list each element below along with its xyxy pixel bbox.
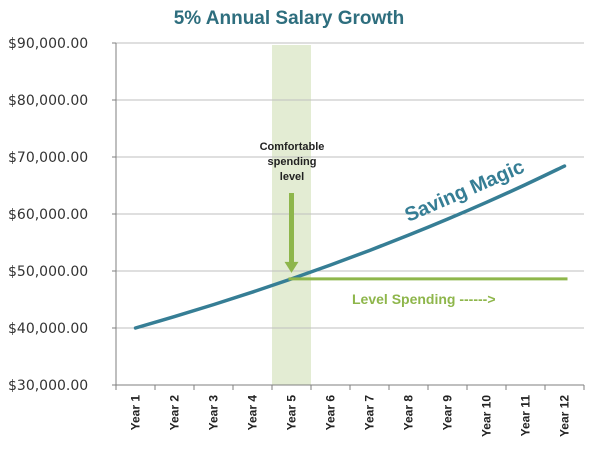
x-tick-label: Year 5 <box>285 395 299 431</box>
x-tick-label: Year 7 <box>363 395 377 431</box>
x-tick-label: Year 6 <box>324 395 338 431</box>
x-tick-label: Year 2 <box>168 395 182 431</box>
x-tick-label: Year 11 <box>519 395 533 437</box>
comfortable-annotation-line3: level <box>280 171 304 183</box>
level-spending-annotation: Level Spending ------> <box>352 291 496 307</box>
data-marks <box>133 164 568 330</box>
y-tick-label: $40,000.00 <box>8 321 88 337</box>
y-tick-label: $50,000.00 <box>8 264 88 280</box>
comfortable-annotation-line1: Comfortable <box>260 141 325 153</box>
down-arrow-icon <box>284 193 299 273</box>
x-tick-label: Year 1 <box>129 395 143 431</box>
x-tick-label: Year 9 <box>441 395 455 431</box>
y-tick-label: $70,000.00 <box>8 150 88 166</box>
x-tick-label: Year 8 <box>402 395 416 431</box>
salary-growth-line <box>133 164 567 330</box>
y-tick-label: $80,000.00 <box>8 93 88 109</box>
axes <box>112 42 585 390</box>
y-tick-label: $30,000.00 <box>8 378 88 394</box>
comfortable-annotation-line2: spending <box>268 156 317 168</box>
x-tick-label: Year 10 <box>480 395 494 437</box>
gridlines <box>116 42 584 329</box>
x-tick-label: Year 4 <box>246 395 260 431</box>
y-tick-label: $90,000.00 <box>8 36 88 52</box>
arrow-head <box>284 261 299 273</box>
y-tick-labels: $30,000.00 $40,000.00 $50,000.00 $60,000.00… <box>8 36 88 394</box>
y-tick-label: $60,000.00 <box>8 207 88 223</box>
chart-title: 5% Annual Salary Growth <box>174 8 405 29</box>
x-tick-label: Year 12 <box>558 395 572 437</box>
x-tick-label: Year 3 <box>207 395 221 431</box>
x-tick-labels: Year 1 Year 2 Year 3 Year 4 Year 5 Year 6 Year… <box>129 395 572 437</box>
